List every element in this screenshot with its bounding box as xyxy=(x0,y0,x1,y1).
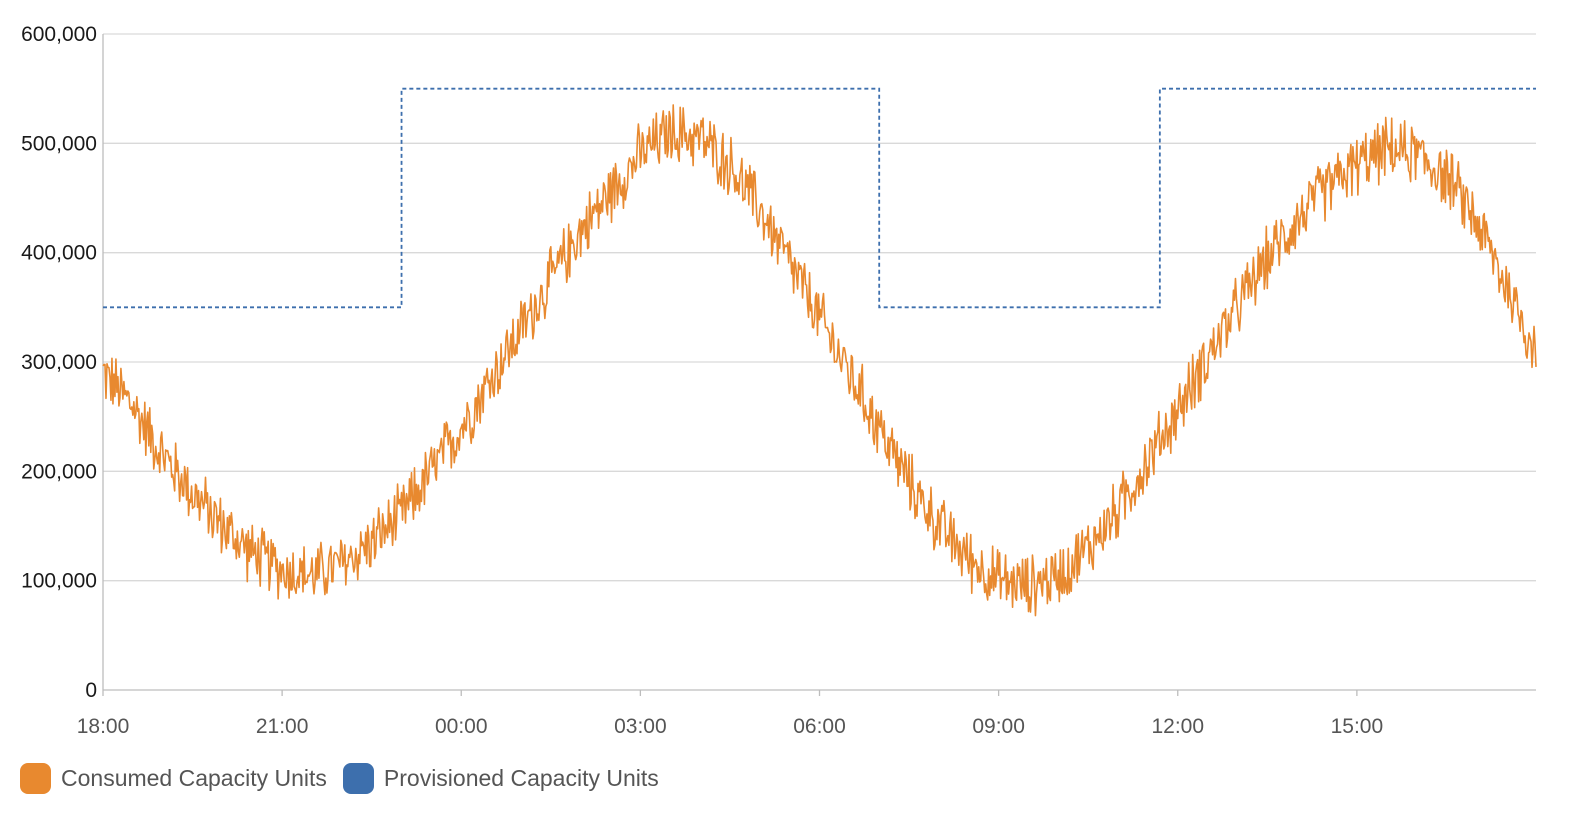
x-tick-label: 09:00 xyxy=(972,715,1025,738)
x-tick-label: 21:00 xyxy=(256,715,309,738)
y-tick-label: 500,000 xyxy=(21,132,97,155)
legend-swatch-provisioned xyxy=(342,763,374,794)
series-line-provisioned-capacity-units xyxy=(103,87,1536,309)
series-line-consumed-capacity-units xyxy=(102,104,1537,617)
x-tick-label: 06:00 xyxy=(793,715,846,738)
y-tick-label: 200,000 xyxy=(21,460,97,483)
gridlines xyxy=(102,33,1536,696)
x-tick-label: 18:00 xyxy=(77,715,130,738)
series-lines xyxy=(102,87,1537,617)
legend-item-provisioned[interactable]: Provisioned Capacity Units xyxy=(342,763,659,794)
y-axis-tick-labels: 0 100,000 200,000 300,000 400,000 500,000 600,… xyxy=(21,23,97,702)
x-tick-label: 15:00 xyxy=(1331,715,1384,738)
y-tick-label: 100,000 xyxy=(21,570,97,593)
x-tick-label: 12:00 xyxy=(1151,715,1204,738)
legend-item-consumed[interactable]: Consumed Capacity Units xyxy=(20,763,327,794)
x-tick-label: 03:00 xyxy=(614,715,667,738)
legend-swatch-consumed xyxy=(20,763,51,794)
y-tick-label: 600,000 xyxy=(21,23,97,46)
legend-label-provisioned: Provisioned Capacity Units xyxy=(383,765,659,791)
legend: Consumed Capacity Units Provisioned Capa… xyxy=(20,763,659,794)
x-axis-tick-labels: 18:00 21:00 00:00 03:00 06:00 09:00 12:00 15:00 xyxy=(77,715,1383,738)
y-tick-label: 400,000 xyxy=(21,242,97,265)
x-tick-label: 00:00 xyxy=(435,715,488,738)
legend-label-consumed: Consumed Capacity Units xyxy=(61,765,327,791)
y-tick-label: 0 xyxy=(85,679,97,702)
line-chart: 0 100,000 200,000 300,000 400,000 500,000 600,… xyxy=(21,23,1537,738)
y-tick-label: 300,000 xyxy=(21,351,97,374)
